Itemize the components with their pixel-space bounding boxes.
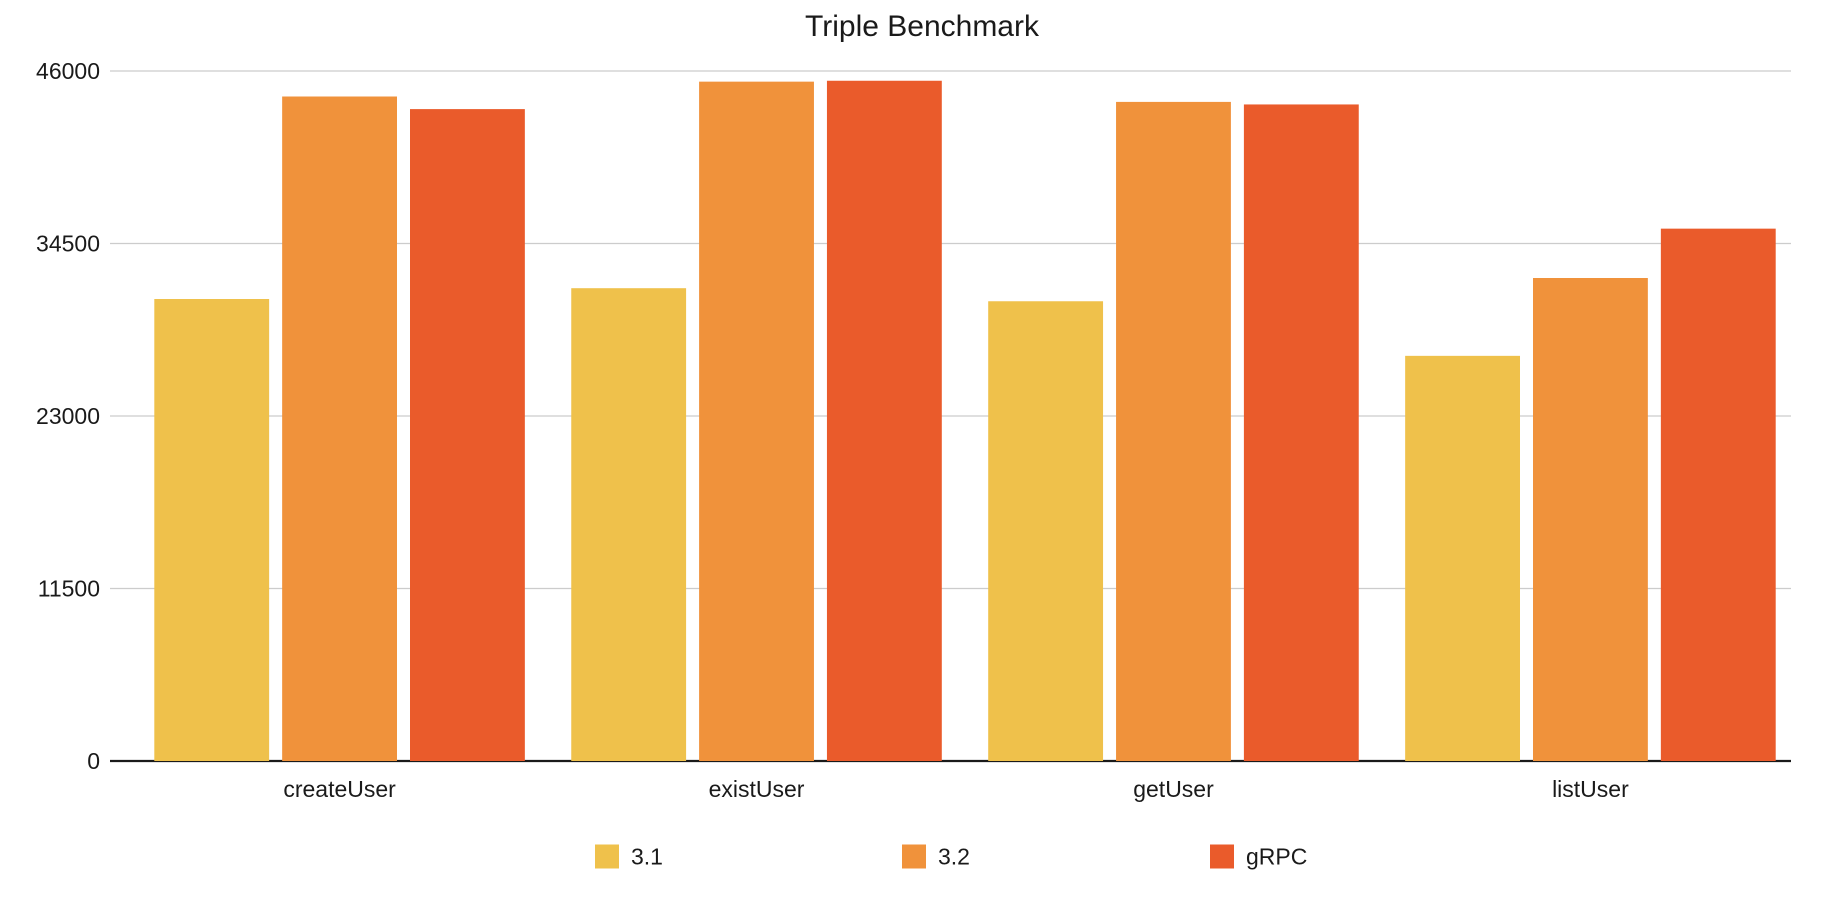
- svg-text:gRPC: gRPC: [1246, 844, 1307, 870]
- svg-text:getUser: getUser: [1133, 776, 1214, 802]
- svg-text:existUser: existUser: [709, 776, 805, 802]
- svg-text:3.1: 3.1: [631, 844, 663, 870]
- svg-text:23000: 23000: [36, 403, 100, 429]
- svg-text:46000: 46000: [36, 58, 100, 84]
- svg-text:11500: 11500: [38, 576, 100, 602]
- svg-text:0: 0: [87, 748, 100, 774]
- svg-text:34500: 34500: [36, 231, 100, 257]
- svg-text:listUser: listUser: [1552, 776, 1629, 802]
- svg-text:3.2: 3.2: [938, 844, 970, 870]
- svg-text:createUser: createUser: [283, 776, 396, 802]
